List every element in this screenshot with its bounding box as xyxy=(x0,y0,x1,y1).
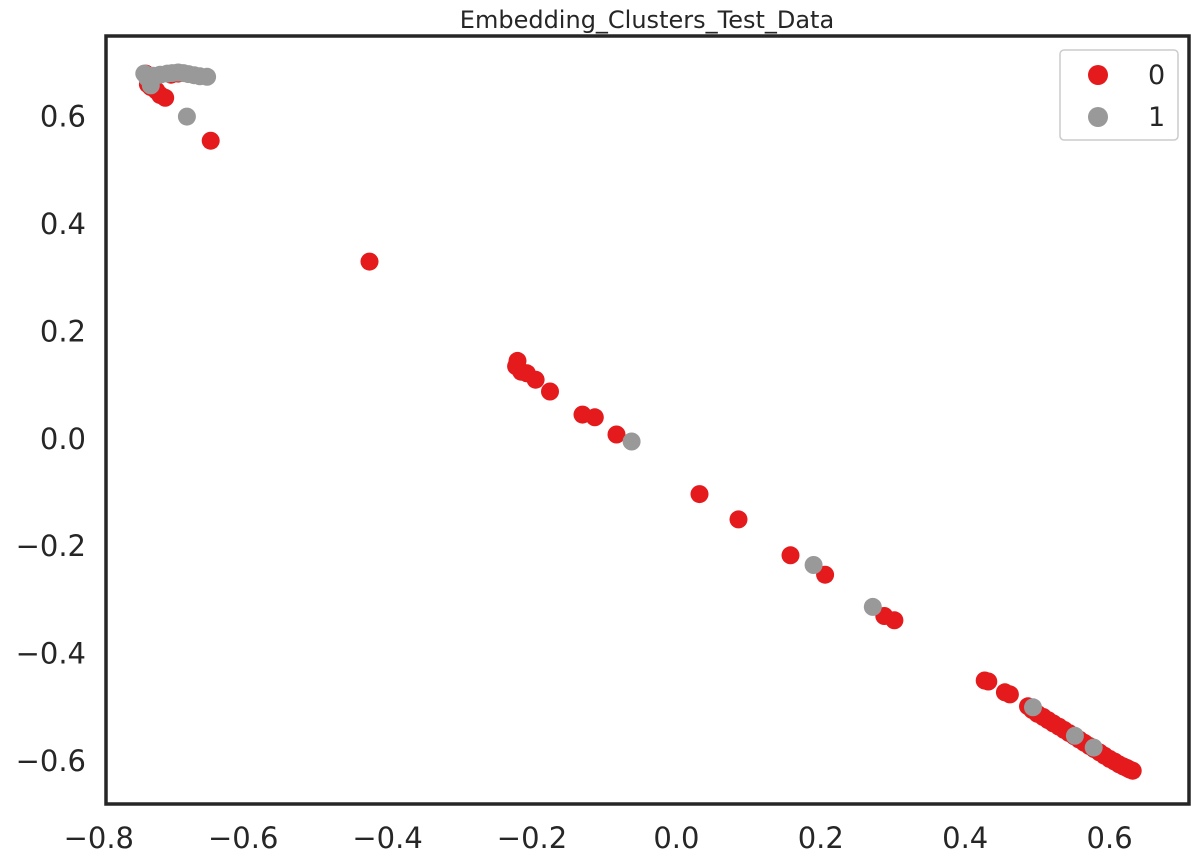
legend-marker-series-1 xyxy=(1088,107,1108,127)
point-series-1-14 xyxy=(177,107,196,126)
point-series-1-18 xyxy=(1024,698,1042,717)
x-tick-label: 0.0 xyxy=(653,821,699,855)
point-series-0-26 xyxy=(885,611,904,630)
x-tick-label: 0.2 xyxy=(798,821,844,855)
y-tick-label: 0.4 xyxy=(40,207,86,241)
y-tick-label: 0.0 xyxy=(40,422,86,456)
legend: 0 1 xyxy=(1059,49,1179,141)
legend-marker-series-0 xyxy=(1088,65,1108,85)
point-series-0-20 xyxy=(607,425,626,444)
y-tick-label: −0.6 xyxy=(16,744,86,778)
legend-label-series-1: 1 xyxy=(1148,102,1165,133)
x-tick-label: 0.6 xyxy=(1087,821,1133,855)
legend-label-series-0: 0 xyxy=(1148,60,1165,91)
point-series-0-17 xyxy=(541,382,559,401)
y-tick-label: −0.4 xyxy=(16,637,86,671)
point-series-0-28 xyxy=(979,672,998,691)
point-series-1-15 xyxy=(622,432,641,451)
plot-area-frame xyxy=(104,34,1191,806)
x-tick-label: −0.8 xyxy=(64,821,134,855)
point-series-1-12 xyxy=(198,67,217,86)
point-series-1-19 xyxy=(1065,726,1084,745)
point-series-0-16 xyxy=(526,370,545,389)
y-tick-label: −0.2 xyxy=(16,529,86,563)
point-series-1-17 xyxy=(863,597,882,616)
point-series-0-23 xyxy=(781,546,800,565)
point-series-1-20 xyxy=(1084,738,1103,757)
y-tick-label: 0.2 xyxy=(40,314,86,348)
point-series-0-30 xyxy=(1000,685,1019,704)
point-series-0-22 xyxy=(729,510,748,529)
chart-title: Embedding_Clusters_Test_Data xyxy=(460,6,834,34)
point-series-1-16 xyxy=(804,556,823,574)
x-tick-label: 0.4 xyxy=(942,821,988,855)
x-tick-label: −0.6 xyxy=(208,821,278,855)
point-series-0-53 xyxy=(1123,761,1142,780)
point-series-0-7 xyxy=(156,88,175,107)
ticks-layer: −0.8 −0.6 −0.4 −0.2 0.0 0.2 0.4 0.6 −0.6 −0.4 −0.2… xyxy=(16,100,1133,855)
point-series-0-19 xyxy=(585,408,604,427)
point-series-0-10 xyxy=(201,131,220,150)
x-tick-label: −0.4 xyxy=(352,821,422,855)
point-series-0-21 xyxy=(690,485,709,504)
points-layer xyxy=(135,63,1142,780)
x-tick-label: −0.2 xyxy=(497,821,567,855)
y-tick-label: 0.6 xyxy=(40,100,86,134)
point-series-0-11 xyxy=(360,252,379,271)
point-series-1-13 xyxy=(141,76,160,95)
